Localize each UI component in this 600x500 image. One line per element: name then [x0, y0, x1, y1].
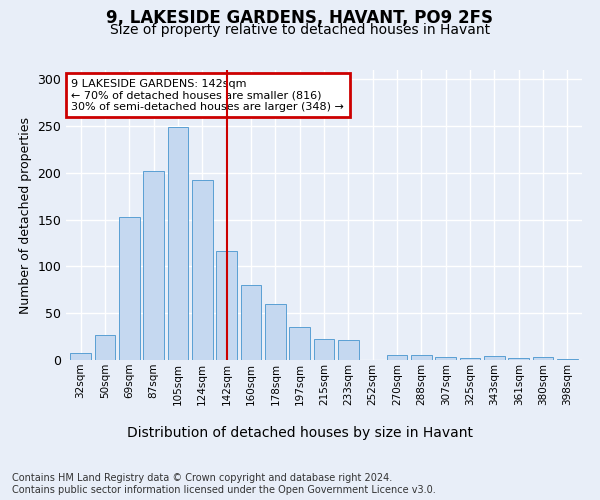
Bar	[338, 340, 359, 360]
Text: Distribution of detached houses by size in Havant: Distribution of detached houses by size …	[127, 426, 473, 440]
Text: 9, LAKESIDE GARDENS, HAVANT, PO9 2FS: 9, LAKESIDE GARDENS, HAVANT, PO9 2FS	[107, 8, 493, 26]
Bar	[386, 356, 407, 360]
Bar	[411, 356, 432, 360]
Bar	[70, 354, 91, 360]
Bar	[484, 356, 505, 360]
Bar	[289, 328, 310, 360]
Bar	[436, 357, 456, 360]
Bar	[119, 217, 140, 360]
Text: 9 LAKESIDE GARDENS: 142sqm
← 70% of detached houses are smaller (816)
30% of sem: 9 LAKESIDE GARDENS: 142sqm ← 70% of deta…	[71, 78, 344, 112]
Bar	[241, 285, 262, 360]
Bar	[167, 127, 188, 360]
Bar	[216, 250, 237, 360]
Bar	[314, 340, 334, 360]
Bar	[143, 171, 164, 360]
Bar	[192, 180, 212, 360]
Y-axis label: Number of detached properties: Number of detached properties	[19, 116, 32, 314]
Bar	[265, 304, 286, 360]
Bar	[95, 334, 115, 360]
Bar	[533, 357, 553, 360]
Bar	[460, 358, 481, 360]
Text: Size of property relative to detached houses in Havant: Size of property relative to detached ho…	[110, 23, 490, 37]
Bar	[557, 359, 578, 360]
Bar	[508, 358, 529, 360]
Text: Contains HM Land Registry data © Crown copyright and database right 2024.
Contai: Contains HM Land Registry data © Crown c…	[12, 474, 436, 495]
